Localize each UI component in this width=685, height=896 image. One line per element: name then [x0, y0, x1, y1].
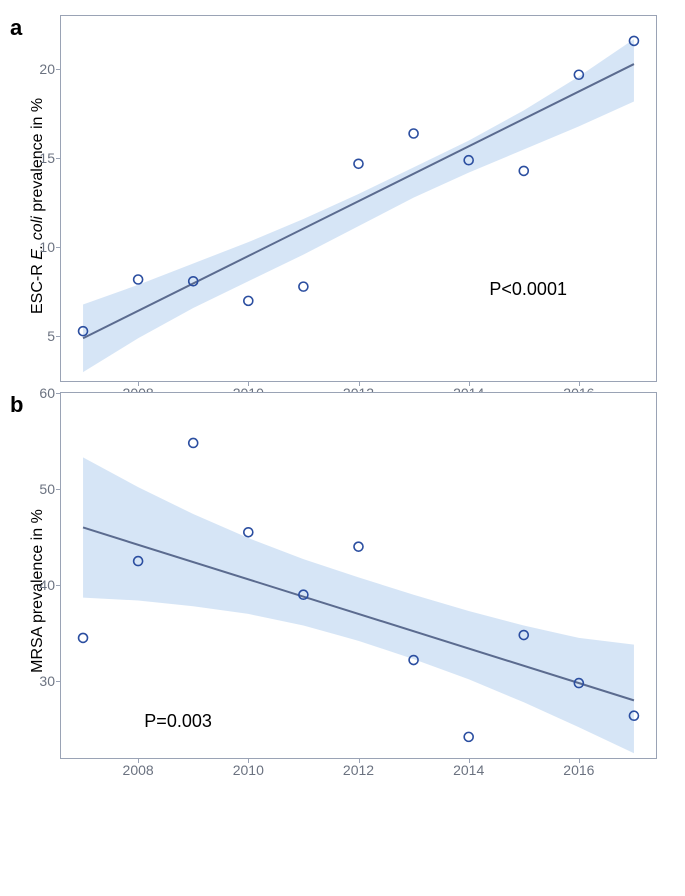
confidence-band	[83, 457, 634, 753]
data-point	[299, 282, 308, 291]
panel-b-p-value: P=0.003	[144, 711, 212, 732]
confidence-band	[83, 39, 634, 372]
panel-a-svg	[61, 16, 656, 381]
x-tick-mark	[359, 381, 360, 386]
y-tick-mark	[56, 69, 61, 70]
y-tick-mark	[56, 585, 61, 586]
y-tick-mark	[56, 247, 61, 248]
panel-b-label: b	[10, 392, 23, 418]
x-tick-mark	[248, 758, 249, 763]
y-tick-mark	[56, 489, 61, 490]
x-tick-mark	[138, 381, 139, 386]
panel-b-svg	[61, 393, 656, 758]
x-tick-mark	[248, 381, 249, 386]
panel-b: b MRSA prevalence in % P=0.003 304050602…	[10, 392, 675, 759]
data-point	[79, 633, 88, 642]
panel-b-plot-area: P=0.003 3040506020082010201220142016	[60, 392, 657, 759]
data-point	[189, 438, 198, 447]
y-tick-mark	[56, 393, 61, 394]
data-point	[244, 528, 253, 537]
panel-a-plot-area: P<0.0001 510152020082010201220142016	[60, 15, 657, 382]
data-point	[244, 296, 253, 305]
data-point	[519, 166, 528, 175]
y-tick-mark	[56, 158, 61, 159]
y-label-prefix: ESC-R	[29, 260, 46, 314]
x-tick-mark	[469, 758, 470, 763]
x-tick-mark	[469, 381, 470, 386]
panel-a-chart: P<0.0001 510152020082010201220142016	[60, 15, 675, 382]
panel-b-chart: P=0.003 3040506020082010201220142016	[60, 392, 675, 759]
data-point	[409, 129, 418, 138]
x-tick-mark	[359, 758, 360, 763]
panel-a-label: a	[10, 15, 22, 41]
regression-line	[83, 527, 634, 700]
y-tick-mark	[56, 336, 61, 337]
x-tick-mark	[579, 758, 580, 763]
x-tick-mark	[579, 381, 580, 386]
x-tick-mark	[138, 758, 139, 763]
panel-a: a ESC-R E. coli prevalence in % P<0.0001…	[10, 15, 675, 382]
data-point	[134, 275, 143, 284]
panel-a-p-value: P<0.0001	[489, 279, 567, 300]
data-point	[464, 732, 473, 741]
data-point	[354, 159, 363, 168]
data-point	[354, 542, 363, 551]
y-tick-mark	[56, 681, 61, 682]
panel-a-y-axis-label: ESC-R E. coli prevalence in %	[29, 114, 47, 314]
